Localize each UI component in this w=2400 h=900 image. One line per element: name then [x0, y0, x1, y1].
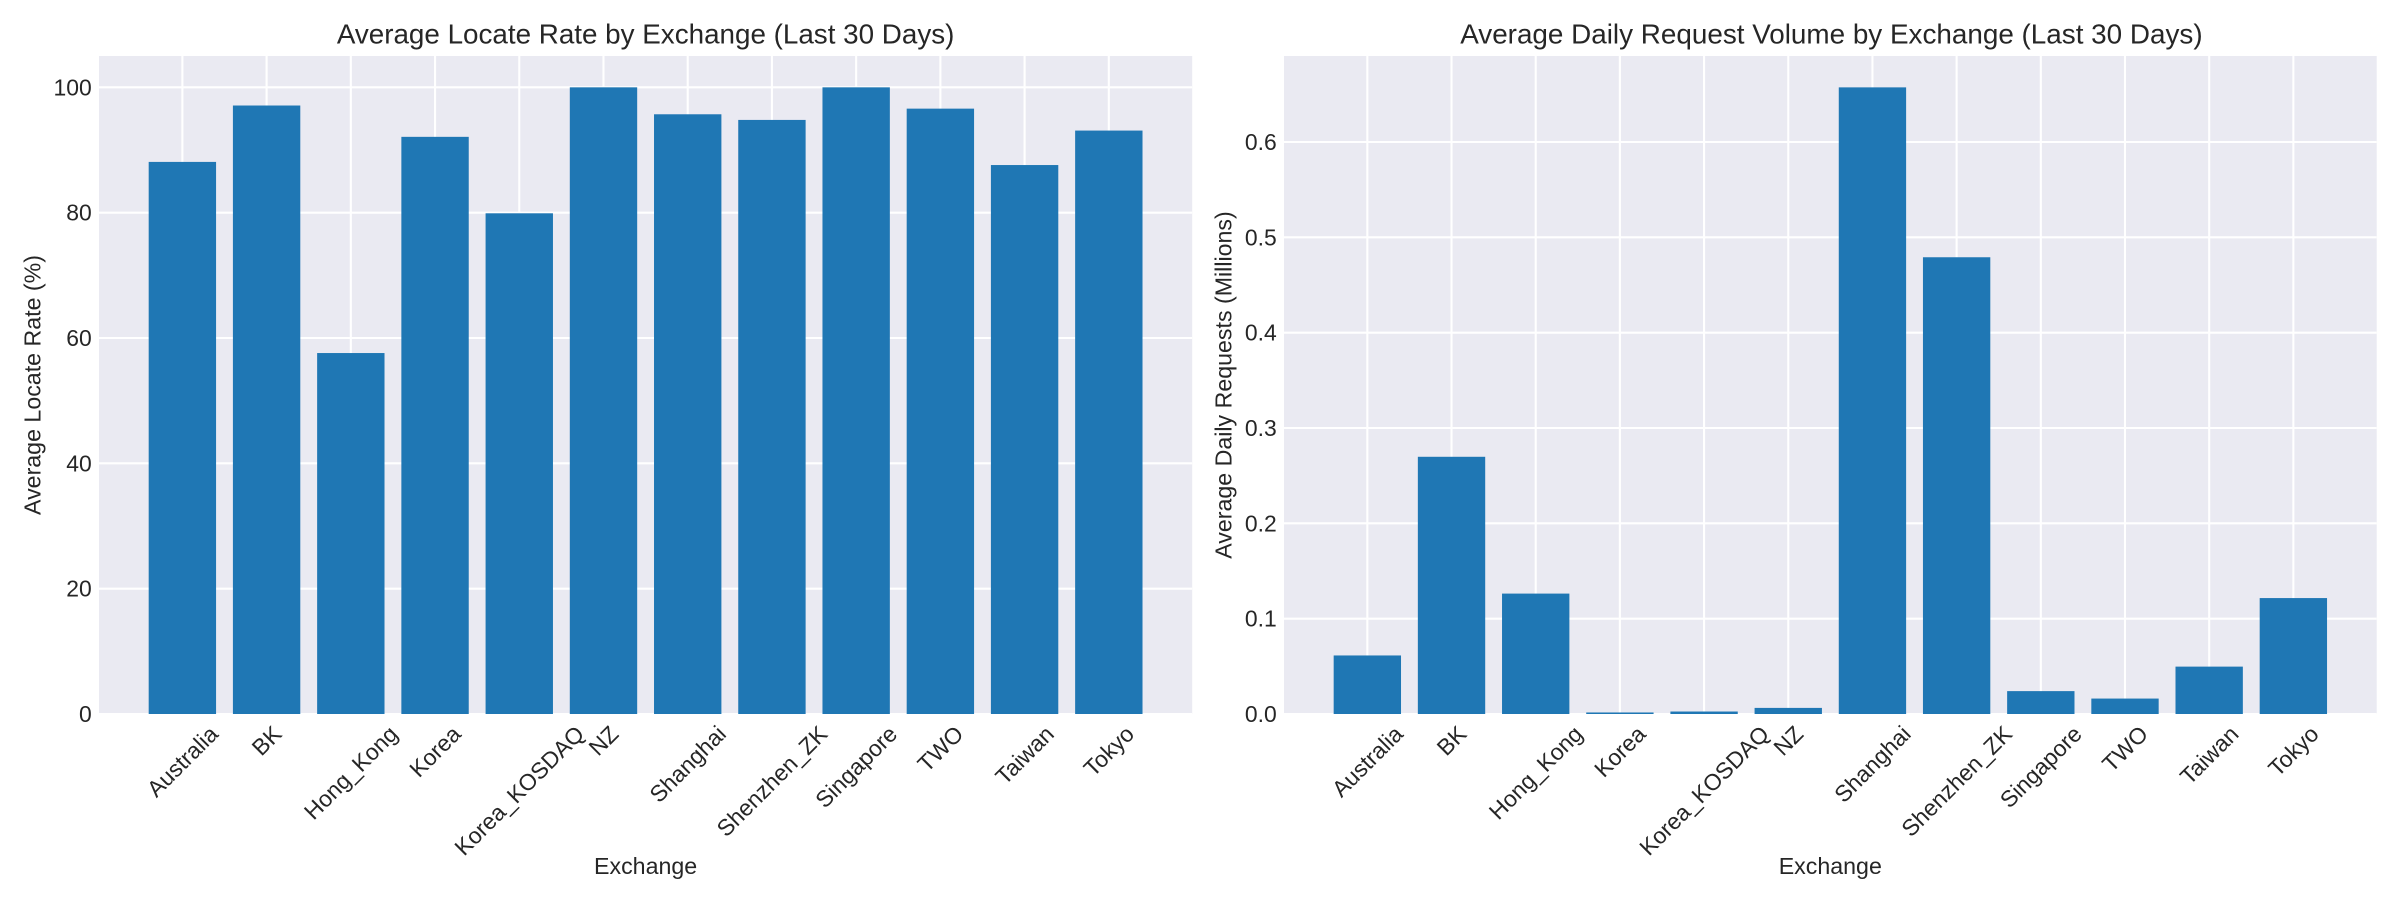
svg-text:100: 100	[53, 74, 91, 100]
svg-text:60: 60	[66, 325, 91, 351]
svg-text:80: 80	[66, 200, 91, 226]
svg-text:0.1: 0.1	[1245, 606, 1277, 632]
svg-text:0.4: 0.4	[1245, 320, 1277, 346]
svg-text:Average Daily Requests (Millio: Average Daily Requests (Millions)	[1211, 211, 1237, 559]
svg-text:40: 40	[66, 450, 91, 476]
svg-text:0: 0	[79, 701, 92, 727]
svg-text:Average Locate Rate (%): Average Locate Rate (%)	[20, 255, 46, 515]
svg-text:0.0: 0.0	[1245, 701, 1277, 727]
svg-text:0.6: 0.6	[1245, 129, 1277, 155]
svg-text:0.2: 0.2	[1245, 510, 1277, 536]
svg-text:Average Locate Rate by Exchang: Average Locate Rate by Exchange (Last 30…	[337, 19, 955, 50]
svg-text:0.5: 0.5	[1245, 224, 1277, 250]
svg-text:Exchange: Exchange	[1779, 853, 1882, 879]
svg-text:Exchange: Exchange	[594, 853, 697, 879]
svg-text:Average Daily Request Volume b: Average Daily Request Volume by Exchange…	[1460, 19, 2202, 50]
svg-text:20: 20	[66, 576, 91, 602]
svg-text:0.3: 0.3	[1245, 415, 1277, 441]
